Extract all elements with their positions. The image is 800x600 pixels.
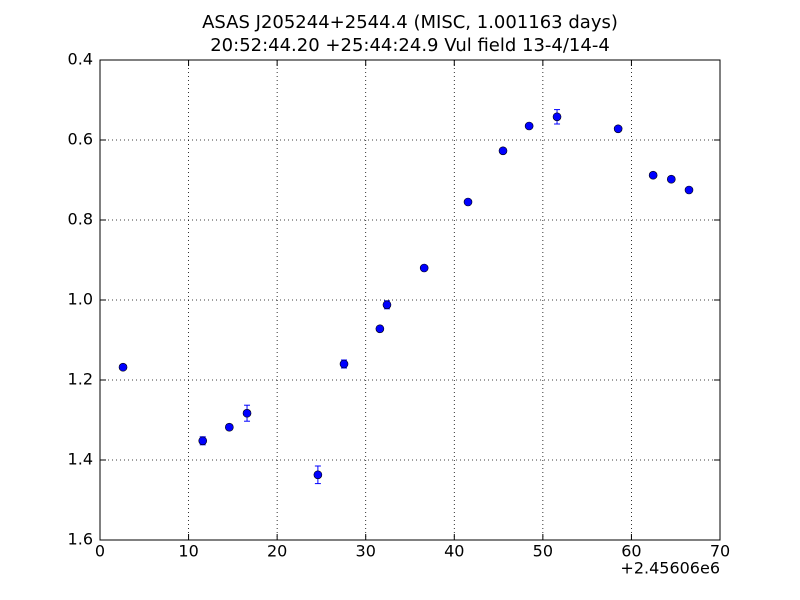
point (524, 121, 534, 131)
x-tick-label: 20 (267, 542, 287, 561)
point (118, 362, 128, 372)
x-tick-label: 60 (621, 542, 641, 561)
x-tick-label: 0 (95, 542, 105, 561)
x-tick-label: 10 (178, 542, 198, 561)
point (648, 170, 658, 180)
point (498, 146, 508, 156)
point (684, 185, 694, 195)
x-tick-label: 70 (710, 542, 730, 561)
x-tick-label: 40 (444, 542, 464, 561)
y-tick-label: 0.6 (68, 130, 93, 149)
point (375, 324, 385, 334)
point (242, 408, 252, 418)
y-tick-label: 0.8 (68, 210, 93, 229)
x-offset-label: +2.45606e6 (620, 559, 720, 578)
point (613, 124, 623, 134)
y-tick-label: 1.6 (68, 530, 93, 549)
y-tick-label: 1.4 (68, 450, 93, 469)
y-tick-label: 0.4 (68, 50, 93, 69)
y-tick-label: 1.0 (68, 290, 93, 309)
point (339, 359, 349, 369)
point (552, 112, 562, 122)
point (313, 470, 323, 480)
x-tick-label: 50 (533, 542, 553, 561)
point (666, 174, 676, 184)
x-tick-label: 30 (356, 542, 376, 561)
chart-title: ASAS J205244+2544.4 (MISC, 1.001163 days… (202, 12, 618, 33)
plot-frame (99, 59, 721, 541)
point (419, 263, 429, 273)
point (198, 436, 208, 446)
point (225, 422, 234, 432)
point (463, 197, 473, 207)
chart-subtitle: 20:52:44.20 +25:44:24.9 Vul field 13-4/1… (210, 35, 610, 56)
point (382, 300, 392, 310)
y-tick-label: 1.2 (68, 370, 93, 389)
